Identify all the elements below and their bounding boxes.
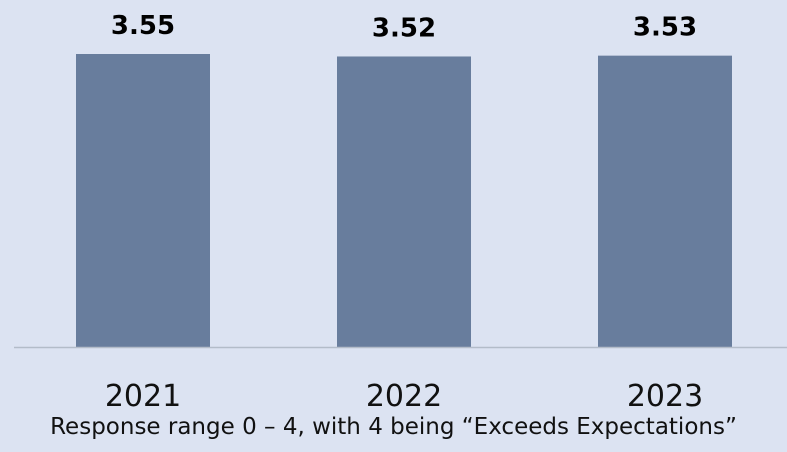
data-label-2021: 3.55 <box>111 11 175 41</box>
bar-2021 <box>76 54 210 347</box>
data-label-2022: 3.52 <box>372 13 436 43</box>
x-tick-label-2023: 2023 <box>627 379 703 414</box>
x-tick-label-2022: 2022 <box>366 379 442 414</box>
bar-2022 <box>337 56 471 348</box>
x-tick-label-2021: 2021 <box>105 379 181 414</box>
bar-2023 <box>598 55 732 348</box>
data-label-2023: 3.53 <box>633 13 697 43</box>
chart-footnote: Response range 0 – 4, with 4 being “Exce… <box>50 414 737 440</box>
